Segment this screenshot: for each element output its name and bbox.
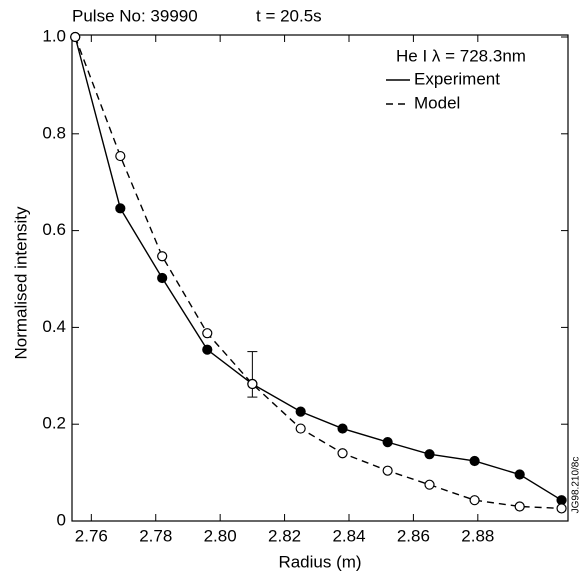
point xyxy=(247,378,258,390)
x-tick-label: 2.76 xyxy=(75,526,108,545)
x-tick-label: 2.82 xyxy=(268,526,301,545)
point xyxy=(295,406,306,417)
legend-title: He I λ = 728.3nm xyxy=(396,46,526,65)
point xyxy=(514,469,525,480)
y-tick-label: 0.8 xyxy=(42,123,66,142)
point xyxy=(115,203,126,214)
x-tick-label: 2.88 xyxy=(461,526,494,545)
point xyxy=(382,465,393,476)
y-tick-label: 0.4 xyxy=(42,317,66,336)
side-label: JG98.210/8c xyxy=(571,457,582,514)
x-axis-label: Radius (m) xyxy=(278,552,361,571)
plot-frame xyxy=(71,34,569,522)
point xyxy=(424,479,435,490)
point xyxy=(202,344,213,355)
y-tick-label: 1.0 xyxy=(42,26,66,45)
point xyxy=(382,437,393,448)
x-tick-label: 2.78 xyxy=(139,526,172,545)
x-tick-label: 2.80 xyxy=(204,526,237,545)
y-tick-label: 0 xyxy=(57,510,66,529)
chart-subtitle: t = 20.5s xyxy=(256,6,322,25)
x-tick-label: 2.84 xyxy=(332,526,365,545)
point xyxy=(295,423,306,434)
point xyxy=(202,328,213,339)
point xyxy=(469,455,480,467)
y-tick-label: 0.2 xyxy=(42,414,66,433)
legend-label: Experiment xyxy=(414,69,500,88)
x-tick-label: 2.86 xyxy=(397,526,430,545)
point xyxy=(70,31,81,43)
point xyxy=(157,272,168,284)
y-tick-label: 0.6 xyxy=(42,220,66,239)
point xyxy=(469,495,480,506)
point xyxy=(337,448,348,459)
series-line xyxy=(74,36,562,501)
y-axis-label: Normalised intensity xyxy=(11,206,30,360)
chart-title: Pulse No: 39990 xyxy=(72,6,198,25)
point xyxy=(556,503,567,514)
point xyxy=(514,501,525,512)
legend-label: Model xyxy=(414,93,460,112)
point xyxy=(157,251,168,262)
point xyxy=(424,449,435,460)
point xyxy=(337,423,348,434)
point xyxy=(115,150,126,162)
series-line xyxy=(74,36,562,510)
